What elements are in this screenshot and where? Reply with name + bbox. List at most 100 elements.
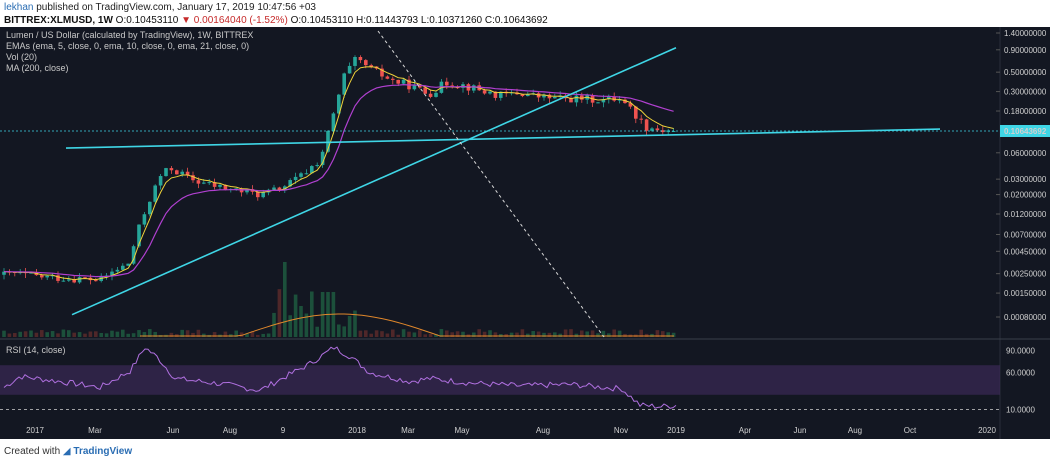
time-tick-label: 2020 [978, 426, 996, 435]
price-tick-label: 0.00150000 [1004, 289, 1047, 298]
footer: Created with ◢ TradingView [4, 446, 132, 457]
volume-bar [666, 332, 670, 337]
close-label: C: [484, 15, 495, 26]
volume-bar [661, 331, 665, 337]
volume-bar [2, 330, 6, 337]
volume-bar [185, 330, 190, 337]
candle-body [574, 95, 579, 103]
candle-body [580, 95, 584, 100]
volume-bar [396, 334, 400, 337]
volume-bar [234, 330, 238, 337]
volume-bar [488, 330, 492, 337]
volume-bar [245, 333, 249, 337]
candle-body [499, 91, 503, 98]
candle-body [380, 68, 384, 77]
price-axis-labels: 1.40000000 0.90000000 0.50000000 0.30000000… [996, 29, 1047, 322]
price-tick-label: 0.50000000 [1004, 68, 1047, 77]
last-price-label: 0.10643692 [1004, 127, 1047, 136]
candle-body [569, 98, 573, 103]
volume-bar [542, 332, 546, 337]
candle-body [326, 130, 330, 152]
price-tick-label: 0.01200000 [1004, 210, 1047, 219]
volume-bar [29, 330, 33, 337]
volume-bar [56, 333, 60, 337]
published-text: published on TradingView.com, January 17… [36, 2, 316, 13]
horizontal-support-trendline [65, 128, 941, 149]
price-tick-label: 0.00700000 [1004, 231, 1047, 240]
volume-bar [83, 333, 87, 337]
price-tick-label: 0.06000000 [1004, 149, 1047, 158]
legend-title: Lumen / US Dollar (calculated by Trading… [6, 30, 253, 40]
candle-body [2, 271, 6, 275]
candle-body [542, 94, 546, 98]
ema-fast-line [3, 66, 674, 281]
volume-bar [283, 262, 287, 337]
volume-bar [88, 331, 93, 337]
volume-bar [304, 313, 309, 337]
volume-bar [612, 329, 616, 337]
volume-bar [450, 332, 454, 337]
high-label: H: [356, 15, 367, 26]
chart-svg[interactable]: Lumen / US Dollar (calculated by Trading… [0, 27, 1050, 445]
volume-bar [277, 289, 282, 337]
candle-body [488, 91, 492, 94]
volume-bar [337, 324, 341, 337]
ema-slow-line [4, 83, 674, 278]
time-axis-labels: 2017 Mar Jun Aug 9 2018 Mar May Aug Nov 2019 Apr Jun… [26, 426, 996, 435]
price-tick-label: 0.03000000 [1004, 175, 1047, 184]
volume-bar [77, 332, 82, 337]
candle-body [547, 94, 552, 99]
publish-info: lekhan published on TradingView.com, Jan… [4, 2, 316, 13]
volume-bar [428, 333, 433, 337]
volume-bar [531, 331, 535, 337]
candle-body [126, 263, 130, 266]
price-tick-label: 0.00080000 [1004, 313, 1047, 322]
volume-bar [434, 334, 438, 337]
candle-body [207, 182, 211, 184]
volume-bar [342, 326, 346, 337]
volume-bar [13, 333, 17, 337]
tradingview-logo-icon: ◢ [62, 446, 71, 457]
volume-bar [115, 331, 120, 337]
volume-bar [153, 331, 157, 337]
volume-bar [293, 294, 298, 337]
ma200-line [140, 313, 674, 337]
close-value: 0.10643692 [494, 15, 548, 26]
volume-bar [256, 334, 260, 337]
open-value-2: 0.10453110 [301, 15, 354, 26]
candle-body [212, 182, 217, 187]
candle-body [191, 175, 195, 181]
volume-bar [67, 330, 71, 337]
candle-body [369, 65, 373, 67]
volume-bar [574, 333, 579, 337]
candle-body [434, 92, 438, 97]
price-tick-label: 0.18000000 [1004, 107, 1047, 116]
candle-body [639, 118, 643, 120]
candle-body [121, 265, 125, 270]
ohlc-readout: BITTREX:XLMUSD, 1W O:0.10453110 ▼ 0.0016… [4, 15, 548, 26]
candle-body [218, 184, 222, 187]
price-tick-label: 0.30000000 [1004, 88, 1047, 97]
candle-body [175, 170, 179, 175]
author-name[interactable]: lekhan [4, 2, 34, 13]
volume-bar [266, 333, 271, 337]
volume-bar [61, 329, 66, 337]
volume-bar [515, 332, 519, 337]
rsi-line [3, 346, 677, 409]
volume-bar [369, 333, 373, 337]
volume-bar [364, 330, 368, 337]
candle-body [223, 184, 228, 190]
candle-body [628, 103, 633, 107]
volume-bar [110, 330, 114, 337]
volume-bar [391, 329, 395, 337]
volume-bar [212, 332, 217, 337]
candle-body [67, 279, 71, 281]
candle-body [304, 173, 309, 175]
candle-body [526, 94, 530, 97]
candle-body [596, 102, 600, 104]
volume-bar [547, 332, 552, 337]
time-tick-label: Aug [848, 426, 862, 435]
candle-body [77, 277, 82, 283]
candle-body [385, 76, 390, 79]
